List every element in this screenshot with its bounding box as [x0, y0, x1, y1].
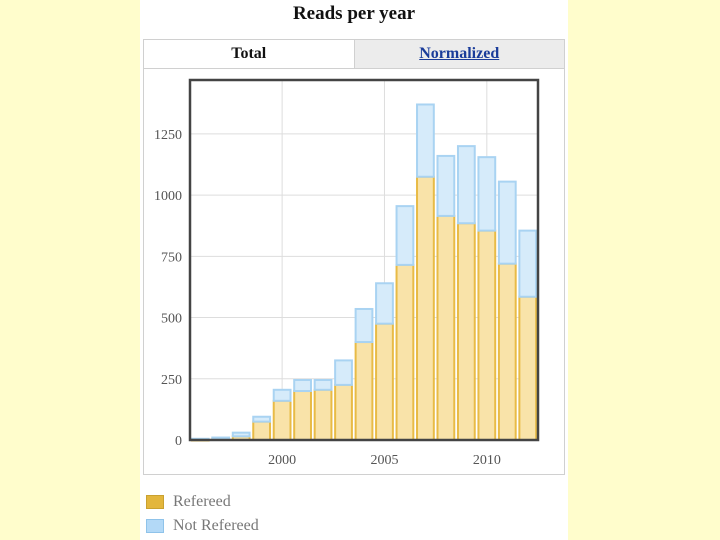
- bar-refereed-2009: [456, 222, 476, 441]
- y-tick-label: 250: [161, 373, 182, 388]
- bar-not-refereed-2005: [375, 282, 394, 325]
- bar-refereed-1999: [252, 420, 272, 442]
- chart-area: 0 250 500 750 1000 1250 2000 2005 2010: [143, 68, 565, 475]
- bar-refereed-2007: [416, 175, 435, 442]
- x-tick-label: 2010: [473, 453, 501, 468]
- bar-refereed-2000: [272, 399, 292, 441]
- y-tick-label: 1250: [154, 128, 182, 143]
- legend-item-refereed: Refereed: [146, 490, 259, 514]
- bar-refereed-2005: [375, 322, 394, 441]
- legend-swatch-not-refereed: [146, 519, 164, 533]
- bar-refereed-2002: [313, 388, 333, 442]
- bar-not-refereed-2010: [477, 156, 497, 232]
- tab-bar: Total Normalized: [143, 39, 565, 69]
- bar-refereed-2008: [436, 214, 456, 441]
- bar-not-refereed-2007: [416, 103, 435, 178]
- bar-not-refereed-2004: [354, 307, 374, 344]
- bar-refereed-2001: [293, 390, 312, 442]
- legend-item-not-refereed: Not Refereed: [146, 514, 259, 538]
- y-tick-label: 0: [175, 434, 182, 449]
- bar-not-refereed-2000: [272, 388, 292, 402]
- legend-swatch-refereed: [146, 495, 164, 509]
- legend-label-not-refereed: Not Refereed: [173, 517, 259, 534]
- reads-panel: Reads per year Total Normalized 0 250 500 7…: [140, 0, 568, 540]
- y-tick-label: 750: [161, 250, 182, 265]
- bar-refereed-2006: [395, 263, 415, 441]
- bar-refereed-2010: [477, 229, 497, 441]
- bar-not-refereed-2002: [313, 379, 333, 391]
- bar-not-refereed-2003: [334, 359, 353, 386]
- bar-not-refereed-1999: [252, 415, 272, 423]
- x-tick-label: 2005: [370, 453, 398, 468]
- bar-not-refereed-1998: [231, 431, 251, 438]
- bar-refereed-2011: [497, 262, 517, 441]
- bar-refereed-2003: [334, 383, 353, 441]
- bar-not-refereed-2009: [456, 145, 476, 225]
- tab-normalized[interactable]: Normalized: [353, 40, 564, 68]
- bar-not-refereed-2008: [436, 154, 456, 217]
- legend: Refereed Not Refereed: [146, 490, 259, 538]
- x-tick-label: 2000: [268, 453, 296, 468]
- bar-refereed-2004: [354, 341, 374, 441]
- bar-not-refereed-1997: [211, 436, 231, 440]
- bar-not-refereed-2011: [497, 180, 517, 265]
- bar-refereed-2012: [518, 295, 538, 441]
- chart-title: Reads per year: [292, 3, 416, 24]
- bar-not-refereed-2006: [395, 205, 415, 266]
- y-tick-label: 1000: [154, 189, 182, 204]
- reads-bar-chart: 0 250 500 750 1000 1250 2000 2005 2010: [154, 78, 540, 468]
- legend-label-refereed: Refereed: [173, 493, 231, 510]
- plot-frame: [188, 78, 540, 442]
- bar-not-refereed-2012: [518, 229, 538, 298]
- y-tick-label: 500: [161, 312, 182, 327]
- tab-total[interactable]: Total: [144, 40, 354, 68]
- bar-not-refereed-2001: [293, 379, 312, 393]
